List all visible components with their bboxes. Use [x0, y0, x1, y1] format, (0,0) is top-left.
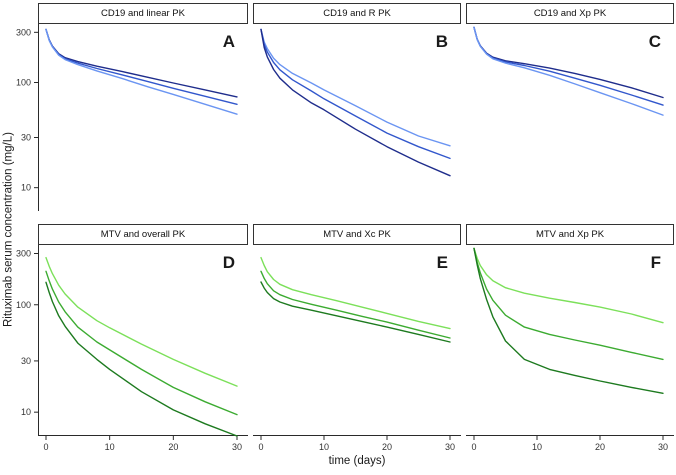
- x-tick-label: 20: [382, 442, 392, 452]
- y-tick-label: 300: [16, 27, 31, 37]
- x-tick-label: 30: [232, 442, 242, 452]
- x-tick-label: 10: [319, 442, 329, 452]
- panel-F-letter: F: [650, 253, 661, 272]
- panel-B-letter: B: [435, 32, 448, 51]
- panel-A-letter: A: [222, 32, 235, 51]
- panel-B-canvas: [260, 28, 451, 177]
- panel-D-title: MTV and overall PK: [100, 229, 186, 240]
- series-light-blue: [260, 28, 451, 147]
- x-tick-label: 20: [595, 442, 605, 452]
- series-light-blue: [473, 26, 664, 116]
- panel-F-title: MTV and Xp PK: [535, 229, 605, 240]
- panel-D-strip: MTV and overall PK: [38, 224, 248, 245]
- y-tick-label: 30: [21, 356, 31, 366]
- x-tick-label: 20: [168, 442, 178, 452]
- panel-C: CD19 and Xp PK C: [466, 3, 674, 211]
- series-light-green: [260, 256, 451, 330]
- panel-C-title: CD19 and Xp PK: [533, 8, 607, 19]
- panel-A-title: CD19 and linear PK: [101, 8, 185, 19]
- series-dark-blue: [260, 28, 451, 177]
- panel-D-letter: D: [222, 253, 235, 272]
- panel-E-strip: MTV and Xc PK: [253, 224, 461, 245]
- x-tick-label: 10: [105, 442, 115, 452]
- panel-E: MTV and Xc PK 0 10 20 30 E: [253, 224, 461, 452]
- panel-F-canvas: 0 10 20 30: [466, 247, 674, 452]
- series-medium-green: [473, 247, 664, 361]
- x-tick-label: 30: [658, 442, 668, 452]
- series-light-green: [473, 247, 664, 324]
- panel-A: CD19 and linear PK 300 100 30 10 A: [16, 3, 248, 211]
- panel-E-letter: E: [436, 253, 448, 272]
- panel-B-strip: CD19 and R PK: [253, 3, 461, 24]
- y-tick-label: 30: [21, 132, 31, 142]
- x-tick-label: 0: [43, 442, 48, 452]
- panel-D: MTV and overall PK 300 100 30 10 0 10 20 30 D: [16, 224, 248, 452]
- series-medium-green: [45, 270, 238, 416]
- panel-C-letter: C: [648, 32, 661, 51]
- y-tick-label: 300: [16, 249, 31, 259]
- y-tick-label: 10: [21, 407, 31, 417]
- panel-F-strip: MTV and Xp PK: [466, 224, 674, 245]
- series-light-blue: [45, 28, 238, 115]
- x-axis-title: time (days): [328, 455, 386, 467]
- panel-D-plot: 300 100 30 10 0 10 20 30 D: [16, 245, 248, 452]
- panel-B-title: CD19 and R PK: [323, 8, 391, 19]
- panel-B: CD19 and R PK B: [253, 3, 461, 211]
- panel-B-plot: B: [253, 24, 461, 211]
- panel-C-strip: CD19 and Xp PK: [466, 3, 674, 24]
- panel-E-title: MTV and Xc PK: [323, 229, 391, 240]
- panel-E-plot: 0 10 20 30 E: [253, 245, 461, 452]
- panel-A-strip: CD19 and linear PK: [38, 3, 248, 24]
- panel-A-canvas: 300 100 30 10: [16, 24, 238, 211]
- x-tick-label: 30: [445, 442, 455, 452]
- y-tick-label: 10: [21, 183, 31, 193]
- x-tick-label: 0: [258, 442, 263, 452]
- x-tick-label: 10: [532, 442, 542, 452]
- series-medium-blue: [45, 28, 238, 105]
- panel-F: MTV and Xp PK 0 10 20 30 F: [466, 224, 674, 452]
- series-light-green: [45, 256, 238, 387]
- y-tick-label: 100: [16, 300, 31, 310]
- series-dark-green: [45, 281, 238, 437]
- panel-E-canvas: 0 10 20 30: [253, 256, 461, 452]
- x-tick-label: 0: [471, 442, 476, 452]
- series-medium-blue: [260, 28, 451, 160]
- panel-F-plot: 0 10 20 30 F: [466, 245, 674, 452]
- series-dark-green: [260, 281, 451, 343]
- series-medium-blue: [473, 26, 664, 106]
- series-medium-green: [260, 270, 451, 339]
- series-dark-green: [473, 247, 664, 394]
- panel-C-canvas: [473, 26, 664, 116]
- y-axis-title: Rituximab serum concentration (mg/L): [2, 132, 15, 328]
- panel-C-plot: C: [466, 24, 674, 211]
- panel-A-plot: 300 100 30 10 A: [16, 24, 248, 211]
- y-tick-label: 100: [16, 78, 31, 88]
